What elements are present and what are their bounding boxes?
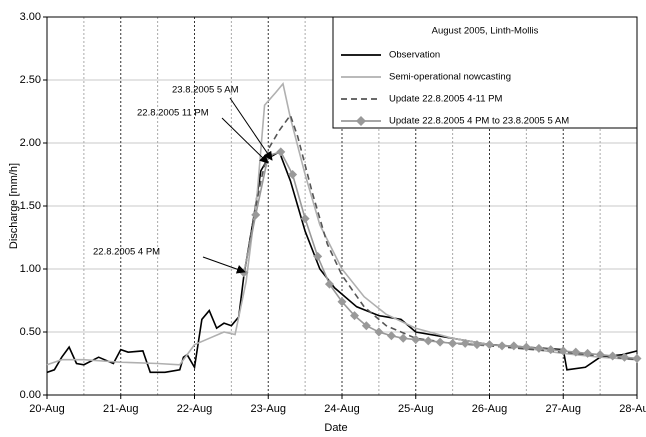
x-axis-label: Date [324, 422, 347, 434]
legend-box [332, 16, 638, 129]
data-point [411, 335, 421, 345]
x-tick-label: 28-Aug [619, 403, 646, 415]
x-tick-label: 22-Aug [177, 403, 212, 415]
y-tick-label: 1.00 [20, 263, 41, 275]
data-point [350, 311, 360, 321]
data-point [571, 347, 581, 357]
data-point [386, 331, 396, 341]
data-point [361, 321, 371, 331]
annotation-arrow [229, 97, 273, 161]
series-line [243, 113, 638, 361]
x-tick-label: 20-Aug [29, 403, 64, 415]
legend-marker [356, 116, 366, 126]
data-point [276, 147, 286, 157]
legend-label: Update 22.8.2005 4 PM to 23.8.2005 5 AM [389, 116, 569, 127]
x-tick-label: 27-Aug [546, 403, 581, 415]
y-tick-label: 3.00 [20, 11, 41, 23]
data-point [632, 353, 642, 363]
data-point [509, 341, 519, 351]
series-line [46, 82, 638, 366]
data-point [595, 350, 605, 360]
y-tick-label: 0.00 [20, 389, 41, 401]
legend-label: Observation [389, 50, 440, 61]
data-point [534, 343, 544, 353]
data-point [608, 351, 618, 361]
x-tick-label: 24-Aug [324, 403, 359, 415]
legend-label: Update 22.8.2005 4-11 PM [389, 94, 502, 105]
data-point [435, 337, 445, 347]
data-point [423, 336, 433, 346]
data-point [448, 338, 458, 348]
y-axis-label: Discharge [mm/h] [8, 163, 20, 249]
data-point [398, 333, 408, 343]
data-point [497, 341, 507, 351]
annotation: 22.8.2005 11 PM [137, 108, 209, 119]
data-point [583, 348, 593, 358]
y-tick-label: 2.50 [20, 74, 41, 86]
data-point [251, 210, 261, 220]
data-point [485, 340, 494, 350]
data-point [472, 340, 482, 350]
data-point [619, 352, 629, 362]
data-point [313, 251, 323, 261]
legend-label: Semi-operational nowcasting [389, 72, 511, 83]
x-tick-label: 25-Aug [398, 403, 433, 415]
data-point [546, 345, 556, 355]
data-point [558, 346, 568, 356]
y-tick-label: 0.50 [20, 326, 41, 338]
annotation-arrow [221, 117, 269, 164]
data-point [324, 279, 334, 289]
data-point [300, 214, 310, 224]
data-point [288, 170, 298, 179]
annotation-arrow [202, 256, 246, 274]
annotation: 23.8.2005 5 AM [172, 85, 239, 96]
x-tick-label: 21-Aug [103, 403, 138, 415]
data-point [337, 297, 347, 307]
data-point [521, 342, 531, 352]
x-tick-label: 23-Aug [251, 403, 286, 415]
data-point [374, 327, 384, 337]
data-point [460, 338, 470, 348]
y-tick-label: 1.50 [20, 200, 41, 212]
y-tick-label: 2.00 [20, 137, 41, 149]
x-tick-label: 26-Aug [472, 403, 507, 415]
annotation: 22.8.2005 4 PM [93, 247, 160, 258]
legend-title: August 2005, Linth-Mollis [432, 26, 539, 37]
